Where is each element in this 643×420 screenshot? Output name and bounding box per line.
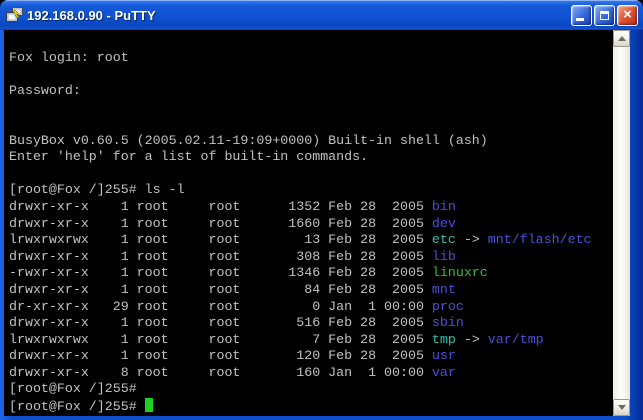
terminal-line [9,99,613,116]
titlebar[interactable]: 192.168.0.90 - PuTTY × [0,0,643,30]
scroll-up-button[interactable] [613,30,630,47]
minimize-icon [576,17,584,21]
terminal-line: lrwxrwxrwx 1 root root 7 Feb 28 2005 tmp… [9,331,544,347]
terminal-line: Fox login: root [9,49,129,65]
scroll-down-arrow-icon [617,405,626,410]
terminal-line: drwxr-xr-x 1 root root 84 Feb 28 2005 mn… [9,281,456,297]
terminal-line: dr-xr-xr-x 29 root root 0 Jan 1 00:00 pr… [9,298,464,314]
scroll-track[interactable] [613,47,630,399]
terminal-cursor [144,398,153,413]
close-button[interactable]: × [617,4,638,26]
terminal-line: drwxr-xr-x 1 root root 308 Feb 28 2005 l… [9,248,456,264]
window-body: Fox login: root Password: BusyBox v0.60.… [0,30,643,420]
terminal-line [9,66,613,83]
scroll-down-button[interactable] [613,399,630,416]
terminal-line: Enter 'help' for a list of built-in comm… [9,149,369,165]
close-icon: × [623,6,632,23]
maximize-button[interactable] [594,4,615,26]
terminal-line: BusyBox v0.60.5 (2005.02.11-19:09+0000) … [9,132,488,148]
putty-icon[interactable] [6,7,23,23]
terminal-line: Password: [9,82,81,98]
scroll-up-arrow-icon [617,36,626,41]
terminal-line: -rwxr-xr-x 1 root root 1346 Feb 28 2005 … [9,265,488,281]
terminal-line: [root@Fox /]255# [9,398,613,415]
window-title: 192.168.0.90 - PuTTY [27,7,156,23]
terminal-line: drwxr-xr-x 1 root root 516 Feb 28 2005 s… [9,315,464,331]
terminal-line: drwxr-xr-x 1 root root 120 Feb 28 2005 u… [9,348,456,364]
maximize-icon [600,10,609,20]
terminal-line: drwxr-xr-x 8 root root 160 Jan 1 00:00 v… [9,364,456,380]
terminal-line: drwxr-xr-x 1 root root 1660 Feb 28 2005 … [9,215,456,231]
terminal-line [9,166,613,183]
window-controls: × [571,4,638,26]
terminal-line: drwxr-xr-x 1 root root 1352 Feb 28 2005 … [9,198,456,214]
scrollbar[interactable] [613,30,630,416]
terminal-line: [root@Fox /]255# ls -l [9,182,185,198]
terminal-line [9,33,613,50]
terminal-line: [root@Fox /]255# [9,381,137,397]
terminal-screen[interactable]: Fox login: root Password: BusyBox v0.60.… [4,30,613,416]
terminal-line [9,116,613,133]
terminal-line: lrwxrwxrwx 1 root root 13 Feb 28 2005 et… [9,232,592,248]
minimize-button[interactable] [571,4,592,26]
